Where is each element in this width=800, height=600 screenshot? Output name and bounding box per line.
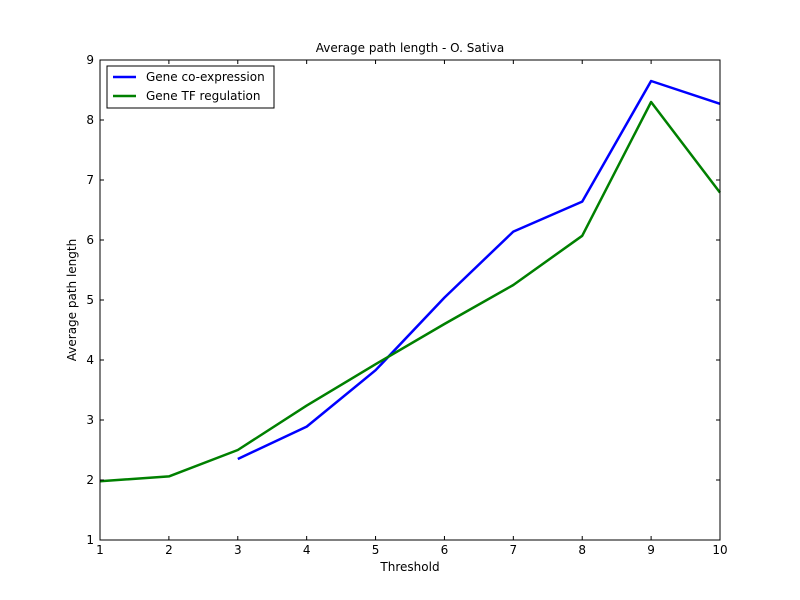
legend-box [106,65,275,109]
y-tick-label: 2 [86,473,94,487]
x-tick-label: 6 [441,543,449,557]
y-tick-label: 1 [86,533,94,547]
y-tick-label: 4 [86,353,94,367]
series-line-gene-tf-regulation [99,100,721,483]
x-tick-label: 1 [96,543,104,557]
x-axis-title: Threshold [379,560,439,574]
x-tick-label: 8 [578,543,586,557]
x-tick-label: 3 [234,543,242,557]
legend-label-gene-tf-regulation: Gene TF regulation [146,89,260,103]
x-tick-label: 4 [303,543,311,557]
y-tick-label: 3 [86,413,94,427]
x-tick-label: 2 [165,543,173,557]
x-tick-label: 9 [647,543,655,557]
y-tick-label: 6 [86,233,94,247]
series-line-gene-co-expression [237,79,721,461]
y-tick-label: 5 [86,293,94,307]
series-layer [99,79,721,483]
y-tick-label: 7 [86,173,94,187]
y-axis-ticks: 1 2 3 4 5 6 7 8 9 [86,53,720,547]
legend-label-gene-co-expression: Gene co-expression [146,70,265,84]
chart-title: Average path length - O. Sativa [316,41,504,55]
x-tick-label: 10 [712,543,727,557]
x-axis-ticks: 1 2 3 4 5 6 7 8 9 10 [96,60,728,557]
y-axis-title: Average path length [65,239,79,361]
legend: Gene co-expression Gene TF regulation [106,65,275,109]
y-tick-label: 9 [86,53,94,67]
y-tick-label: 8 [86,113,94,127]
x-tick-label: 7 [510,543,518,557]
x-tick-label: 5 [372,543,380,557]
